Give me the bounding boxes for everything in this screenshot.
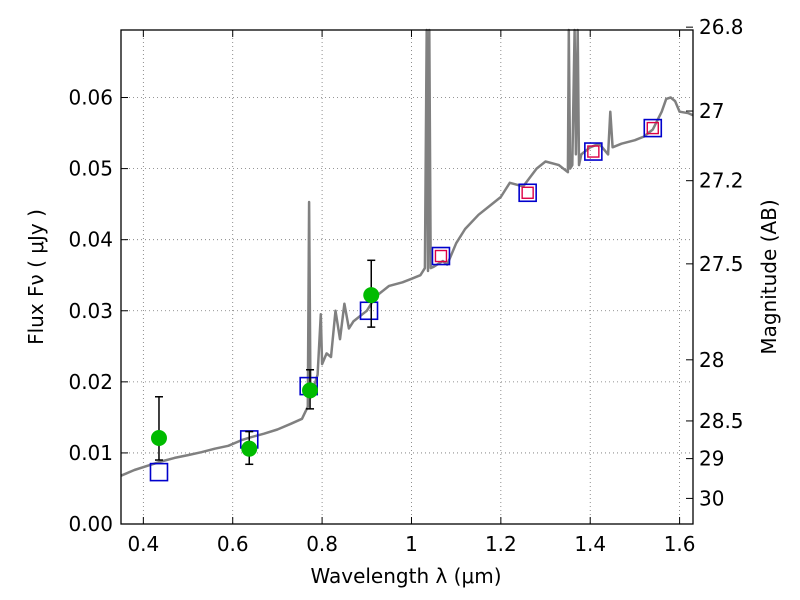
observed-point — [241, 440, 258, 457]
x-tick-label: 1.4 — [574, 532, 606, 556]
right-axis-title: Magnitude (AB) — [757, 199, 781, 354]
right-tick-label: 30 — [699, 486, 724, 510]
x-tick-label: 1.6 — [664, 532, 696, 556]
y-tick-label: 0.06 — [68, 86, 113, 110]
y-tick-label: 0.04 — [68, 228, 113, 252]
plot-frame — [120, 29, 694, 525]
y-tick-label: 0.01 — [68, 441, 113, 465]
model-spectrum-layer — [120, 28, 694, 477]
right-tick-label: 29 — [699, 447, 724, 471]
model-band-inner-square — [521, 186, 534, 199]
model-band-inner-square — [434, 249, 448, 263]
right-tick-label: 27.5 — [699, 252, 744, 276]
x-tick-label: 1.2 — [485, 532, 517, 556]
right-tick-label: 28 — [699, 348, 724, 372]
grid-layer — [121, 30, 693, 524]
observed-points — [150, 259, 380, 466]
x-tick-label: 0.8 — [306, 532, 338, 556]
right-tick-label: 28.5 — [699, 409, 744, 433]
x-axis-title: Wavelength λ (μm) — [310, 564, 501, 588]
y-tick-label: 0.05 — [68, 157, 113, 181]
right-tick-label: 27.2 — [699, 169, 744, 193]
axis-ticks: 0.4 0.6 0.8 1 1.2 1.4 1.6 0.00 0.01 0.02 0.03 0.04 0… — [68, 15, 743, 556]
observed-point — [150, 429, 167, 446]
observed-point — [363, 287, 380, 304]
y-tick-label: 0.03 — [68, 299, 113, 323]
model-band-inner-square — [587, 145, 600, 158]
model-band-square — [518, 183, 537, 203]
y-tick-label: 0.02 — [68, 370, 113, 394]
x-tick-label: 1 — [405, 532, 418, 556]
y-tick-label: 0.00 — [68, 512, 113, 536]
model-band-square — [431, 246, 451, 266]
observed-point — [302, 382, 319, 399]
model-band-square — [643, 118, 663, 138]
y-axis-title: Flux Fν ( μJy ) — [24, 209, 48, 345]
model-band-square — [149, 462, 169, 482]
x-tick-label: 0.6 — [217, 532, 249, 556]
model-spectrum-line — [120, 28, 694, 477]
right-tick-label: 26.8 — [699, 15, 744, 39]
right-tick-label: 27 — [699, 99, 724, 123]
model-band-inner-square — [646, 121, 659, 135]
model-band-square — [584, 142, 603, 161]
x-tick-label: 0.4 — [127, 532, 159, 556]
